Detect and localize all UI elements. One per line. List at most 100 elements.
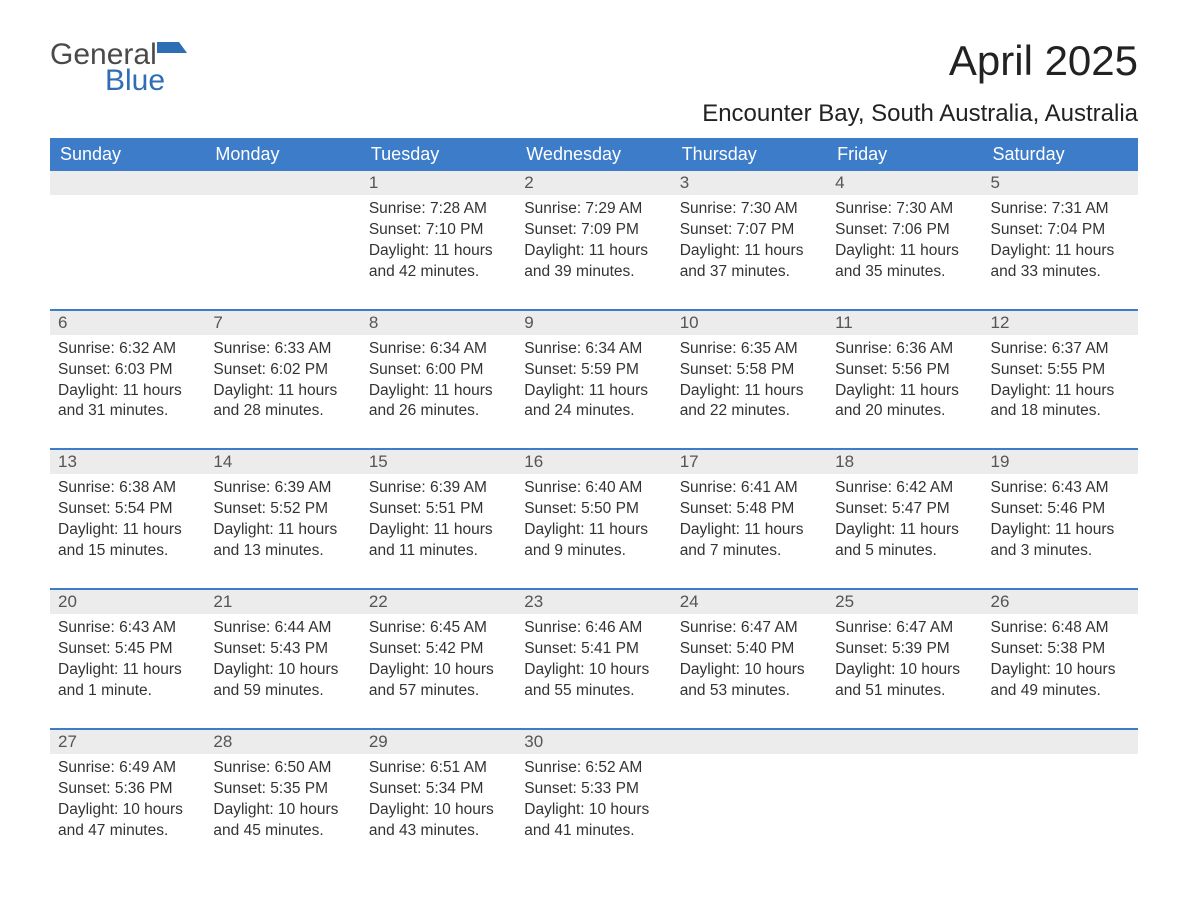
day-detail-row: Sunrise: 6:49 AMSunset: 5:36 PMDaylight:… xyxy=(50,754,1138,852)
daylight-text: Daylight: 11 hours and 33 minutes. xyxy=(991,241,1130,283)
day-number-row: 12345 xyxy=(50,171,1138,195)
day-number: 16 xyxy=(516,450,671,474)
sunrise-text: Sunrise: 6:47 AM xyxy=(680,618,819,639)
daylight-text: Daylight: 10 hours and 55 minutes. xyxy=(524,660,663,702)
dow-fri: Friday xyxy=(827,138,982,171)
day-cell: Sunrise: 7:30 AMSunset: 7:07 PMDaylight:… xyxy=(672,195,827,310)
day-cell: Sunrise: 6:39 AMSunset: 5:51 PMDaylight:… xyxy=(361,474,516,589)
dow-sun: Sunday xyxy=(50,138,205,171)
sunset-text: Sunset: 7:06 PM xyxy=(835,220,974,241)
sunset-text: Sunset: 5:58 PM xyxy=(680,360,819,381)
daylight-text: Daylight: 10 hours and 59 minutes. xyxy=(213,660,352,702)
sunset-text: Sunset: 5:46 PM xyxy=(991,499,1130,520)
sunrise-text: Sunrise: 6:43 AM xyxy=(991,478,1130,499)
sunset-text: Sunset: 5:42 PM xyxy=(369,639,508,660)
daylight-text: Daylight: 11 hours and 11 minutes. xyxy=(369,520,508,562)
sunset-text: Sunset: 7:10 PM xyxy=(369,220,508,241)
sunrise-text: Sunrise: 6:44 AM xyxy=(213,618,352,639)
sunset-text: Sunset: 5:55 PM xyxy=(991,360,1130,381)
sunset-text: Sunset: 5:33 PM xyxy=(524,779,663,800)
daylight-text: Daylight: 10 hours and 57 minutes. xyxy=(369,660,508,702)
day-number: 24 xyxy=(672,590,827,614)
logo: General Blue xyxy=(50,40,187,96)
day-cell: Sunrise: 6:47 AMSunset: 5:39 PMDaylight:… xyxy=(827,614,982,729)
day-number: 15 xyxy=(361,450,516,474)
sunrise-text: Sunrise: 7:30 AM xyxy=(835,199,974,220)
day-number: 19 xyxy=(983,450,1138,474)
daylight-text: Daylight: 11 hours and 35 minutes. xyxy=(835,241,974,283)
sunset-text: Sunset: 5:51 PM xyxy=(369,499,508,520)
day-cell: Sunrise: 6:49 AMSunset: 5:36 PMDaylight:… xyxy=(50,754,205,852)
day-number xyxy=(827,730,982,754)
day-cell: Sunrise: 7:29 AMSunset: 7:09 PMDaylight:… xyxy=(516,195,671,310)
daylight-text: Daylight: 11 hours and 22 minutes. xyxy=(680,381,819,423)
day-number: 6 xyxy=(50,311,205,335)
daylight-text: Daylight: 11 hours and 42 minutes. xyxy=(369,241,508,283)
dow-tue: Tuesday xyxy=(361,138,516,171)
day-number xyxy=(983,730,1138,754)
day-number: 4 xyxy=(827,171,982,195)
sunrise-text: Sunrise: 6:37 AM xyxy=(991,339,1130,360)
daylight-text: Daylight: 10 hours and 41 minutes. xyxy=(524,800,663,842)
day-number-row: 27282930 xyxy=(50,730,1138,754)
day-cell: Sunrise: 6:39 AMSunset: 5:52 PMDaylight:… xyxy=(205,474,360,589)
sunset-text: Sunset: 6:03 PM xyxy=(58,360,197,381)
day-cell: Sunrise: 6:37 AMSunset: 5:55 PMDaylight:… xyxy=(983,335,1138,450)
sunset-text: Sunset: 7:04 PM xyxy=(991,220,1130,241)
month-title: April 2025 xyxy=(702,40,1138,82)
day-cell: Sunrise: 7:30 AMSunset: 7:06 PMDaylight:… xyxy=(827,195,982,310)
sunset-text: Sunset: 5:34 PM xyxy=(369,779,508,800)
day-cell: Sunrise: 6:33 AMSunset: 6:02 PMDaylight:… xyxy=(205,335,360,450)
day-number: 25 xyxy=(827,590,982,614)
day-number: 20 xyxy=(50,590,205,614)
header: General Blue April 2025 Encounter Bay, S… xyxy=(50,40,1138,128)
sunrise-text: Sunrise: 6:49 AM xyxy=(58,758,197,779)
sunrise-text: Sunrise: 6:35 AM xyxy=(680,339,819,360)
day-number: 1 xyxy=(361,171,516,195)
day-number: 26 xyxy=(983,590,1138,614)
daylight-text: Daylight: 11 hours and 3 minutes. xyxy=(991,520,1130,562)
sunset-text: Sunset: 5:50 PM xyxy=(524,499,663,520)
sunset-text: Sunset: 5:43 PM xyxy=(213,639,352,660)
day-cell xyxy=(205,195,360,310)
sunrise-text: Sunrise: 6:40 AM xyxy=(524,478,663,499)
calendar-body: 12345Sunrise: 7:28 AMSunset: 7:10 PMDayl… xyxy=(50,171,1138,851)
sunrise-text: Sunrise: 6:39 AM xyxy=(369,478,508,499)
day-of-week-row: Sunday Monday Tuesday Wednesday Thursday… xyxy=(50,138,1138,171)
day-number: 7 xyxy=(205,311,360,335)
day-number: 28 xyxy=(205,730,360,754)
day-cell: Sunrise: 6:36 AMSunset: 5:56 PMDaylight:… xyxy=(827,335,982,450)
day-cell: Sunrise: 6:41 AMSunset: 5:48 PMDaylight:… xyxy=(672,474,827,589)
day-cell: Sunrise: 6:48 AMSunset: 5:38 PMDaylight:… xyxy=(983,614,1138,729)
dow-sat: Saturday xyxy=(983,138,1138,171)
daylight-text: Daylight: 10 hours and 47 minutes. xyxy=(58,800,197,842)
day-detail-row: Sunrise: 7:28 AMSunset: 7:10 PMDaylight:… xyxy=(50,195,1138,310)
day-number: 27 xyxy=(50,730,205,754)
day-cell: Sunrise: 6:44 AMSunset: 5:43 PMDaylight:… xyxy=(205,614,360,729)
sunrise-text: Sunrise: 6:50 AM xyxy=(213,758,352,779)
daylight-text: Daylight: 11 hours and 18 minutes. xyxy=(991,381,1130,423)
sunset-text: Sunset: 5:59 PM xyxy=(524,360,663,381)
daylight-text: Daylight: 11 hours and 1 minute. xyxy=(58,660,197,702)
sunrise-text: Sunrise: 6:43 AM xyxy=(58,618,197,639)
sunrise-text: Sunrise: 6:32 AM xyxy=(58,339,197,360)
daylight-text: Daylight: 11 hours and 26 minutes. xyxy=(369,381,508,423)
sunset-text: Sunset: 5:39 PM xyxy=(835,639,974,660)
title-block: April 2025 Encounter Bay, South Australi… xyxy=(702,40,1138,128)
day-cell xyxy=(50,195,205,310)
day-number-row: 6789101112 xyxy=(50,311,1138,335)
day-cell: Sunrise: 6:51 AMSunset: 5:34 PMDaylight:… xyxy=(361,754,516,852)
day-number: 2 xyxy=(516,171,671,195)
sunset-text: Sunset: 5:40 PM xyxy=(680,639,819,660)
daylight-text: Daylight: 11 hours and 37 minutes. xyxy=(680,241,819,283)
day-cell: Sunrise: 6:34 AMSunset: 5:59 PMDaylight:… xyxy=(516,335,671,450)
daylight-text: Daylight: 11 hours and 39 minutes. xyxy=(524,241,663,283)
day-cell xyxy=(983,754,1138,852)
day-detail-row: Sunrise: 6:43 AMSunset: 5:45 PMDaylight:… xyxy=(50,614,1138,729)
location: Encounter Bay, South Australia, Australi… xyxy=(702,100,1138,128)
sunset-text: Sunset: 5:35 PM xyxy=(213,779,352,800)
sunset-text: Sunset: 5:36 PM xyxy=(58,779,197,800)
day-cell: Sunrise: 6:43 AMSunset: 5:46 PMDaylight:… xyxy=(983,474,1138,589)
day-number: 29 xyxy=(361,730,516,754)
sunset-text: Sunset: 5:45 PM xyxy=(58,639,197,660)
